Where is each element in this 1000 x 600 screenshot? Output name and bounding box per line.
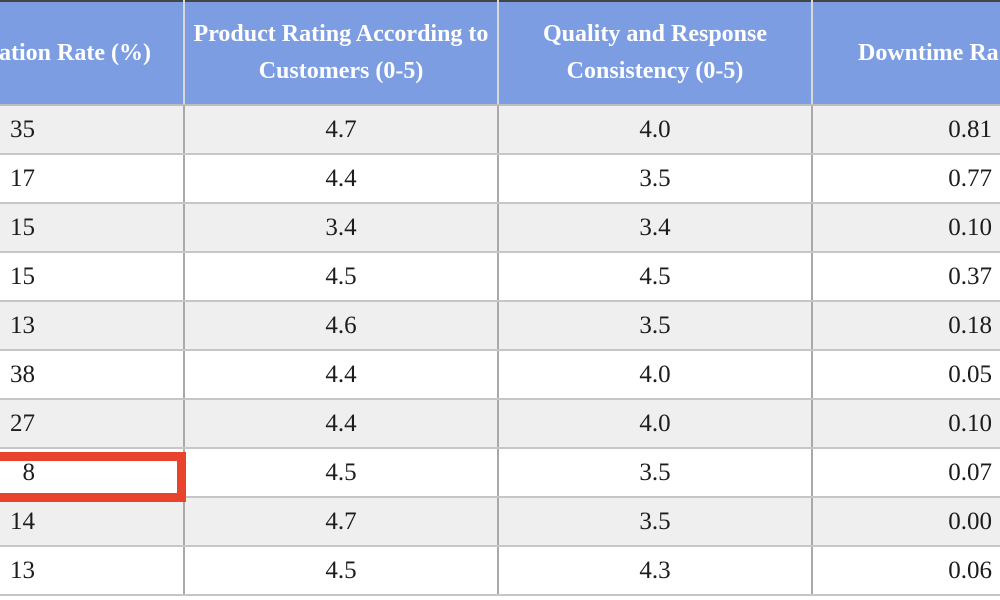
table-row: 35 4.7 4.0 0.81 [0, 105, 1000, 155]
cell-r5-c1: 13 [0, 301, 184, 351]
cell-r8-c2: 4.5 [183, 448, 498, 498]
column-header-quality-consistency: Quality and Response Consistency (0-5) [497, 1, 812, 106]
table-row: 27 4.4 4.0 0.10 [0, 399, 1000, 449]
cell-r2-c4: 0.77 [811, 154, 1000, 204]
table-row: 8 4.5 3.5 0.07 [0, 448, 1000, 498]
cell-r1-c4: 0.81 [811, 105, 1000, 155]
cell-r7-c2: 4.4 [183, 399, 498, 449]
cell-r9-c4: 0.00 [811, 497, 1000, 547]
cell-r4-c4: 0.37 [811, 252, 1000, 302]
cell-r8-c1: 8 [0, 448, 184, 498]
cell-r3-c1: 15 [0, 203, 184, 253]
cell-r7-c4: 0.10 [811, 399, 1000, 449]
table-row: 14 4.7 3.5 0.00 [0, 497, 1000, 547]
table-row: 13 4.5 4.3 0.06 [0, 546, 1000, 596]
cell-r7-c3: 4.0 [497, 399, 812, 449]
table-row: 38 4.4 4.0 0.05 [0, 350, 1000, 400]
cell-r1-c1: 35 [0, 105, 184, 155]
cell-r3-c4: 0.10 [811, 203, 1000, 253]
cell-r6-c4: 0.05 [811, 350, 1000, 400]
cell-r6-c2: 4.4 [183, 350, 498, 400]
cell-r3-c2: 3.4 [183, 203, 498, 253]
cell-r4-c1: 15 [0, 252, 184, 302]
cell-r9-c3: 3.5 [497, 497, 812, 547]
cell-r7-c1: 27 [0, 399, 184, 449]
cell-r2-c3: 3.5 [497, 154, 812, 204]
cell-r8-c3: 3.5 [497, 448, 812, 498]
cell-r6-c3: 4.0 [497, 350, 812, 400]
table-header: ation Rate (%) Product Rating According … [0, 1, 1000, 106]
cell-r10-c3: 4.3 [497, 546, 812, 596]
header-row: ation Rate (%) Product Rating According … [0, 1, 1000, 106]
cell-r9-c1: 14 [0, 497, 184, 547]
column-header-quality-consistency-label: Quality and Response Consistency (0-5) [542, 21, 768, 84]
column-header-downtime-label: Downtime Ra [858, 39, 999, 66]
cell-r8-c4: 0.07 [811, 448, 1000, 498]
column-header-product-rating-label: Product Rating According to Customers (0… [193, 21, 489, 84]
cell-r1-c3: 4.0 [497, 105, 812, 155]
cell-r9-c2: 4.7 [183, 497, 498, 547]
cell-r2-c1: 17 [0, 154, 184, 204]
column-header-rate-label: ation Rate (%) [0, 39, 151, 66]
cell-r5-c2: 4.6 [183, 301, 498, 351]
cell-r10-c1: 13 [0, 546, 184, 596]
table-body: 35 4.7 4.0 0.81 17 4.4 3.5 0.77 15 3.4 3.4 0.10 15 4.… [0, 105, 1000, 596]
column-header-product-rating: Product Rating According to Customers (0… [183, 1, 498, 106]
cell-r1-c2: 4.7 [183, 105, 498, 155]
cell-r3-c3: 3.4 [497, 203, 812, 253]
cell-r2-c2: 4.4 [183, 154, 498, 204]
table-row: 15 4.5 4.5 0.37 [0, 252, 1000, 302]
table-row: 13 4.6 3.5 0.18 [0, 301, 1000, 351]
column-header-rate: ation Rate (%) [0, 1, 184, 106]
table-row: 15 3.4 3.4 0.10 [0, 203, 1000, 253]
cell-r10-c2: 4.5 [183, 546, 498, 596]
cell-r5-c3: 3.5 [497, 301, 812, 351]
cell-r5-c4: 0.18 [811, 301, 1000, 351]
column-header-downtime: Downtime Ra [811, 1, 1000, 106]
cell-r6-c1: 38 [0, 350, 184, 400]
cell-r4-c3: 4.5 [497, 252, 812, 302]
cell-r10-c4: 0.06 [811, 546, 1000, 596]
table-row: 17 4.4 3.5 0.77 [0, 154, 1000, 204]
cell-r4-c2: 4.5 [183, 252, 498, 302]
